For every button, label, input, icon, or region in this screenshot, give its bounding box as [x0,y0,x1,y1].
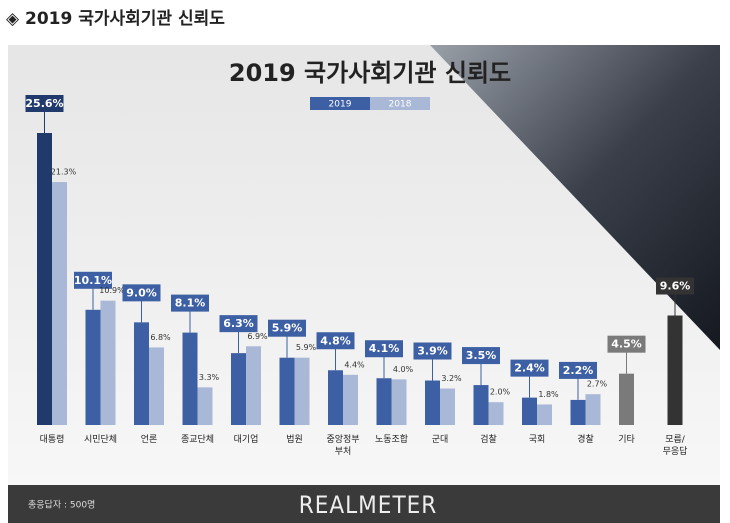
value-label-box [122,284,161,302]
value-label-box [268,319,306,337]
value-label: 6.9% [247,332,268,341]
value-label: 5.9% [296,343,317,352]
value-label: 5.9% [272,322,303,335]
bar [376,378,392,425]
bar [231,353,246,425]
value-label: 2.2% [563,364,594,377]
value-label: 3.5% [466,349,497,362]
x-tick-label: 중앙정부 부처 [326,435,360,457]
value-label-box [607,335,646,353]
x-tick-label: 대기업 [233,435,259,445]
value-label: 6.8% [150,333,171,342]
value-label-box [25,95,64,112]
value-label: 3.3% [199,373,220,382]
value-label: 4.4% [344,360,365,369]
bar [134,322,149,425]
legend-label: 2019 [329,100,352,110]
x-tick-label: 경찰 [577,435,594,445]
x-tick-label: 국회 [528,435,546,445]
footer-note: 총응답자 : 500명 [28,499,95,511]
value-label-box [462,347,500,365]
bar [343,374,358,425]
x-tick-label: 기타 [618,435,635,445]
x-tick-label: 시민단체 [83,435,118,445]
bar [100,300,116,425]
brand: REALMETER [299,491,438,519]
x-tick-label: 언론 [140,435,158,445]
value-label-box [656,277,694,295]
value-label: 8.1% [175,297,206,310]
value-label: 9.6% [660,280,691,293]
value-label-box [559,361,597,379]
value-label: 4.8% [320,334,351,347]
bar [197,387,213,425]
bar [246,346,261,425]
bar [488,402,504,425]
value-label-box [510,359,549,377]
bar [279,357,295,425]
bar [570,399,586,425]
value-label: 25.6% [25,97,63,110]
bar [391,379,407,425]
x-tick-label: 대통령 [39,435,65,445]
background-photo [430,45,720,350]
x-tick-label: 법원 [286,435,303,445]
value-label-box [74,271,112,289]
value-label: 9.0% [126,286,157,299]
value-label-box [219,315,258,333]
value-label: 3.2% [441,374,462,383]
legend-label: 2018 [389,100,412,110]
x-tick-label: 군대 [431,435,449,445]
page-header: ◈ 2019 국가사회기관 신뢰도 [6,9,225,29]
bar [667,315,683,425]
x-tick-label: 노동조합 [374,435,409,445]
value-label: 21.3% [51,168,77,177]
bar [522,397,537,425]
value-label: 10.9% [99,286,125,295]
bar [294,357,310,425]
x-tick-label: 모름/ 무응답 [662,435,688,457]
x-tick-label: 종교단체 [180,435,215,445]
chart-title: 2019 국가사회기관 신뢰도 [229,59,511,87]
legend-swatch [370,97,430,110]
value-label: 4.0% [393,365,414,374]
value-label: 4.1% [369,342,400,355]
value-label: 2.0% [490,388,511,397]
bar [585,394,601,425]
value-label-box [365,340,403,358]
bar [52,182,67,425]
value-label: 4.5% [611,338,642,351]
bar [85,309,101,425]
value-label-box [413,342,452,360]
x-tick-label: 검찰 [480,435,497,445]
bar [37,133,52,425]
bar [440,388,455,425]
bar [182,332,198,425]
bar [328,370,343,425]
value-label-box [171,294,209,312]
bar [537,404,552,425]
bar [473,385,489,425]
value-label: 1.8% [538,390,559,399]
value-label-box [316,332,355,350]
bar [425,380,440,425]
footer-band [8,485,720,523]
value-label: 6.3% [223,317,254,330]
value-label: 10.1% [74,274,112,287]
legend-swatch [310,97,370,110]
value-label: 2.7% [587,380,608,389]
bar [619,373,634,425]
bar [149,347,164,425]
value-label: 2.4% [514,362,545,375]
value-label: 3.9% [417,345,448,358]
